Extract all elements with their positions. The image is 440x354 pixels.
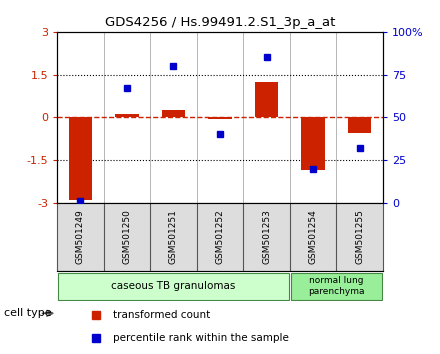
Text: GSM501253: GSM501253 <box>262 210 271 264</box>
Text: GSM501249: GSM501249 <box>76 210 85 264</box>
Text: GSM501250: GSM501250 <box>122 210 132 264</box>
Text: percentile rank within the sample: percentile rank within the sample <box>113 333 289 343</box>
Text: GSM501255: GSM501255 <box>355 210 364 264</box>
Bar <box>69 117 92 200</box>
Text: caseous TB granulomas: caseous TB granulomas <box>111 281 236 291</box>
Text: normal lung
parenchyma: normal lung parenchyma <box>308 276 364 296</box>
Title: GDS4256 / Hs.99491.2.S1_3p_a_at: GDS4256 / Hs.99491.2.S1_3p_a_at <box>105 16 335 29</box>
Bar <box>115 114 139 117</box>
Text: transformed count: transformed count <box>113 310 210 320</box>
Bar <box>209 117 231 119</box>
FancyBboxPatch shape <box>291 273 382 300</box>
Bar <box>348 117 371 133</box>
Bar <box>301 117 325 170</box>
Text: GSM501251: GSM501251 <box>169 210 178 264</box>
Bar <box>162 110 185 117</box>
Text: cell type: cell type <box>4 308 52 318</box>
Bar <box>255 82 278 117</box>
Text: GSM501254: GSM501254 <box>308 210 318 264</box>
Text: GSM501252: GSM501252 <box>216 210 224 264</box>
FancyBboxPatch shape <box>58 273 289 300</box>
